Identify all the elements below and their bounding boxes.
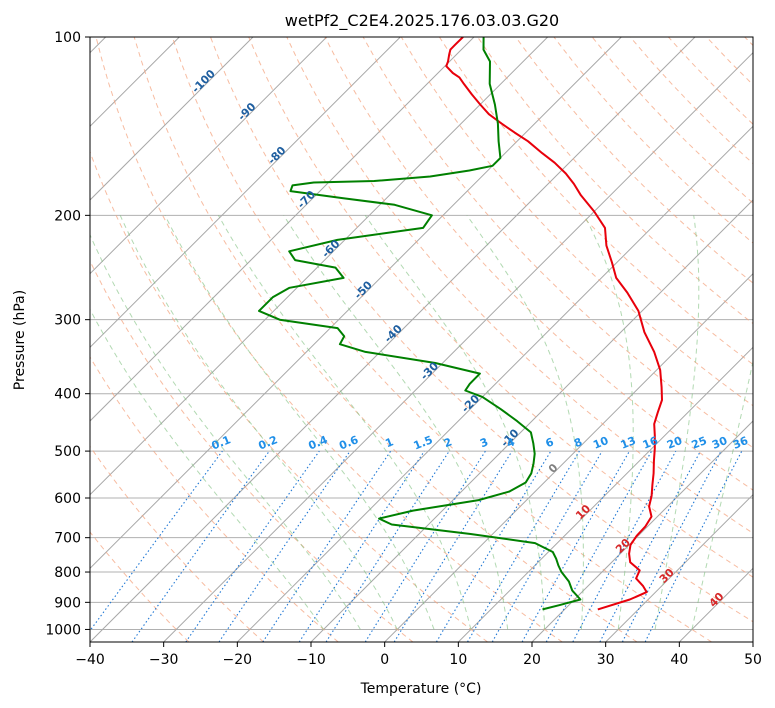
isotherm-line xyxy=(457,346,753,642)
x-tick-label: 30 xyxy=(597,652,615,668)
mixing-ratio-line xyxy=(393,450,513,642)
mixing-ratio-line xyxy=(262,450,392,642)
x-tick-label: −10 xyxy=(296,652,326,668)
dry-adiabat-line xyxy=(90,531,190,642)
mixing-ratio-label: 2 xyxy=(442,435,454,450)
isotherm-line xyxy=(90,37,696,642)
dry-adiabat-line xyxy=(90,150,488,642)
moist-adiabat-line xyxy=(90,308,325,630)
dry-adiabat-line xyxy=(210,37,753,623)
dry-adiabat-line xyxy=(286,37,753,534)
dry-adiabat-line xyxy=(90,259,414,642)
isotherm-line xyxy=(752,641,753,642)
mixing-ratio-line xyxy=(572,450,677,642)
isotherm-line xyxy=(90,37,254,201)
mixing-ratio-label: 3 xyxy=(478,435,490,450)
x-tick-label: −20 xyxy=(223,652,253,668)
dry-adiabat-line xyxy=(400,37,753,407)
dry-adiabat-line xyxy=(171,37,712,642)
isotherm-line xyxy=(236,125,753,642)
x-tick-label: 20 xyxy=(523,652,541,668)
mixing-ratio-line xyxy=(644,450,743,642)
x-tick-label: 0 xyxy=(380,652,389,668)
isotherm-line xyxy=(90,37,475,422)
mixing-ratio-line xyxy=(131,450,270,642)
y-tick-label: 900 xyxy=(54,595,81,611)
mixing-ratio-line xyxy=(90,450,223,632)
moist-adiabat-line xyxy=(364,215,546,630)
isotherm-line xyxy=(605,493,753,642)
isotherm-line xyxy=(90,37,328,275)
dry-adiabat-line xyxy=(95,37,563,642)
isotherm-line xyxy=(90,37,622,570)
x-tick-label: 10 xyxy=(449,652,467,668)
mixing-ratio-line xyxy=(521,450,630,642)
dry-adiabat-line xyxy=(438,37,753,366)
plot-area xyxy=(90,37,753,642)
mixing-ratio-label: 10 xyxy=(591,434,610,452)
x-tick-label: −30 xyxy=(149,652,179,668)
mixing-ratio-line xyxy=(218,450,351,642)
y-tick-label: 1000 xyxy=(45,622,81,638)
isotherm-line xyxy=(90,37,401,349)
isotherm-line xyxy=(163,51,753,642)
y-tick-label: 100 xyxy=(54,30,81,46)
moist-adiabat-line xyxy=(654,215,700,630)
mixing-ratio-label: 1 xyxy=(383,435,395,450)
isotherm-line xyxy=(384,272,753,642)
dry-adiabat-line xyxy=(515,37,753,284)
x-axis-label: Temperature (°C) xyxy=(360,681,482,697)
plot-frame xyxy=(89,36,754,643)
mixing-ratio-label: 16 xyxy=(641,434,660,452)
mixing-ratio-line xyxy=(298,450,425,642)
moist-adiabat-line xyxy=(283,215,509,630)
dry-adiabat-line xyxy=(90,356,339,642)
y-axis-label: Pressure (hPa) xyxy=(12,290,28,390)
moist-adiabat-line xyxy=(217,215,472,630)
y-tick-label: 700 xyxy=(54,531,81,547)
axes: −40 −30 −20 −10 0 10 20 30 40 50 100 200 300 400 500 60… xyxy=(45,30,762,668)
moist-adiabat-line xyxy=(691,358,753,630)
profiles xyxy=(258,37,663,611)
dewpoint-line xyxy=(258,37,582,611)
moist-adiabat-line xyxy=(119,215,398,630)
y-tick-label: 200 xyxy=(54,208,81,224)
mixing-ratio-line xyxy=(185,450,320,642)
x-tick-label: −40 xyxy=(75,652,105,668)
moist-adiabat-line xyxy=(583,215,634,630)
dry-adiabat-line xyxy=(90,445,264,642)
mixing-ratio-label: 36 xyxy=(731,434,750,452)
y-tick-label: 600 xyxy=(54,491,81,507)
moist-adiabat-line xyxy=(164,215,435,630)
y-tick-label: 400 xyxy=(54,387,81,403)
y-tick-label: 300 xyxy=(54,313,81,329)
dry-adiabat-line xyxy=(248,37,753,578)
moist-adiabat-line xyxy=(466,215,584,630)
y-tick-label: 500 xyxy=(54,444,81,460)
isotherm-line xyxy=(90,37,549,496)
x-tick-label: 40 xyxy=(670,652,688,668)
moist-adiabat-line xyxy=(90,233,361,630)
mixing-ratio-label: 25 xyxy=(690,434,709,452)
mixing-ratio-label: 30 xyxy=(710,434,729,452)
temperature-line xyxy=(445,37,663,611)
mixing-ratio-line xyxy=(545,450,653,642)
mixing-ratio-label: 8 xyxy=(572,435,584,450)
mixing-ratio-line xyxy=(325,450,450,642)
mixing-ratio-label: 13 xyxy=(619,434,638,452)
x-tick-label: 50 xyxy=(744,652,762,668)
mixing-ratio-label: 20 xyxy=(665,434,684,452)
y-tick-label: 800 xyxy=(54,565,81,581)
chart-title: wetPf2_C2E4.2025.176.03.03.G20 xyxy=(285,11,559,31)
